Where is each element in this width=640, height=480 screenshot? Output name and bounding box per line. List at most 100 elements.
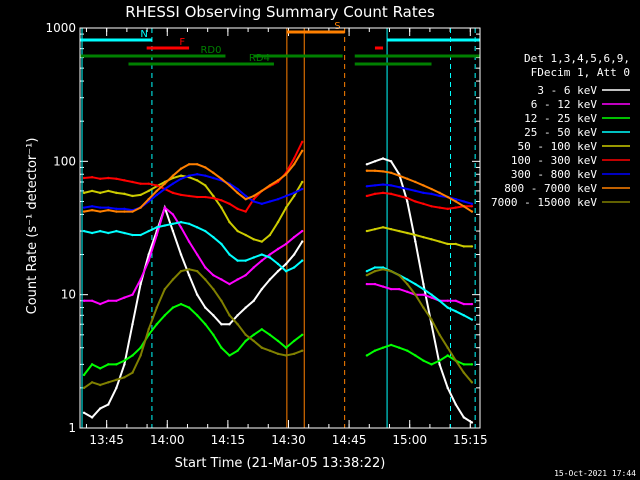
series-point-7	[454, 200, 457, 203]
series-point-3	[220, 242, 223, 246]
series-point-5	[171, 191, 175, 195]
series-point-0	[284, 262, 288, 266]
series-point-0	[107, 403, 110, 406]
series-point-8	[462, 371, 466, 374]
series-point-4	[422, 235, 425, 239]
series-line-1-0	[84, 205, 303, 306]
series-point-5	[438, 206, 441, 209]
series-point-2	[163, 314, 167, 317]
series-point-5	[454, 206, 457, 209]
series-point-5	[252, 197, 255, 201]
series-line-8-1	[366, 268, 473, 383]
series-point-4	[292, 194, 296, 198]
series-point-2	[462, 363, 466, 366]
series-point-5	[131, 180, 134, 184]
series-point-0	[438, 363, 441, 366]
series-point-7	[115, 210, 118, 213]
x-tick-label: 15:00	[392, 433, 427, 447]
series-point-2	[406, 349, 409, 352]
series-point-0	[301, 240, 304, 243]
series-point-4	[470, 245, 474, 248]
series-point-2	[446, 354, 449, 357]
series-point-4	[244, 233, 247, 237]
series-point-5	[381, 191, 385, 195]
series-point-1	[195, 253, 199, 256]
series-point-0	[276, 269, 280, 273]
series-point-4	[406, 231, 409, 235]
series-point-4	[123, 192, 126, 196]
series-point-7	[414, 180, 417, 184]
series-point-8	[422, 306, 425, 309]
series-point-6	[381, 183, 385, 186]
series-point-2	[268, 333, 272, 337]
series-point-4	[147, 189, 150, 193]
x-axis-label: Start Time (21-Mar-05 13:38:22)	[175, 456, 386, 471]
series-point-0	[430, 323, 433, 326]
series-point-1	[373, 282, 377, 286]
series-point-1	[268, 253, 272, 256]
series-point-2	[244, 339, 247, 343]
series-point-0	[131, 323, 134, 326]
series-point-7	[220, 177, 223, 180]
series-point-1	[139, 278, 142, 281]
series-point-0	[204, 306, 207, 309]
series-point-8	[90, 381, 94, 384]
series-point-5	[187, 194, 191, 198]
series-point-2	[365, 354, 369, 357]
series-point-8	[470, 381, 474, 384]
series-line-0-0	[83, 204, 304, 419]
series-point-5	[414, 200, 417, 203]
y-axis-label: Count Rate (s⁻¹ detector⁻¹)	[25, 138, 40, 315]
series-point-3	[155, 226, 158, 229]
series-point-1	[147, 259, 150, 262]
series-point-4	[82, 191, 86, 195]
series-point-8	[268, 349, 272, 352]
series-point-8	[438, 333, 441, 337]
series-point-8	[82, 386, 86, 390]
series-point-3	[171, 222, 175, 226]
series-point-8	[260, 346, 264, 349]
series-point-4	[276, 220, 280, 224]
series-point-5	[446, 207, 449, 211]
series-point-1	[212, 273, 215, 277]
series-point-0	[228, 323, 231, 326]
legend-label-7: 800 - 7000 keV	[504, 182, 597, 195]
series-point-7	[123, 210, 126, 213]
series-point-6	[171, 182, 175, 185]
series-point-0	[147, 253, 150, 256]
series-point-8	[414, 293, 417, 296]
series-point-0	[171, 229, 175, 233]
series-point-7	[155, 189, 158, 193]
legend-header-line-2: FDecim 1, Att 0	[531, 66, 630, 79]
series-point-8	[171, 278, 175, 281]
series-point-1	[462, 302, 466, 306]
series-point-1	[163, 206, 167, 209]
series-point-8	[373, 269, 377, 273]
series-point-3	[195, 226, 199, 229]
series-point-0	[220, 323, 223, 326]
series-point-3	[139, 233, 142, 237]
series-point-6	[212, 176, 215, 180]
series-point-3	[446, 306, 449, 309]
series-point-0	[252, 299, 255, 302]
series-point-2	[212, 333, 215, 337]
series-point-3	[252, 256, 255, 259]
series-point-7	[268, 184, 272, 187]
series-point-2	[292, 339, 296, 343]
series-point-7	[438, 191, 441, 195]
series-point-4	[268, 233, 272, 237]
legend-label-4: 50 - 100 keV	[518, 140, 598, 153]
series-point-0	[82, 411, 86, 415]
series-point-4	[131, 194, 134, 198]
series-point-6	[252, 200, 255, 203]
series-point-8	[179, 269, 183, 273]
series-point-6	[107, 206, 110, 209]
series-point-4	[107, 189, 110, 193]
series-point-5	[406, 196, 409, 200]
series-point-8	[115, 378, 118, 381]
series-point-7	[446, 195, 449, 199]
series-point-7	[284, 173, 288, 176]
series-point-8	[147, 328, 150, 331]
series-point-8	[228, 314, 231, 317]
